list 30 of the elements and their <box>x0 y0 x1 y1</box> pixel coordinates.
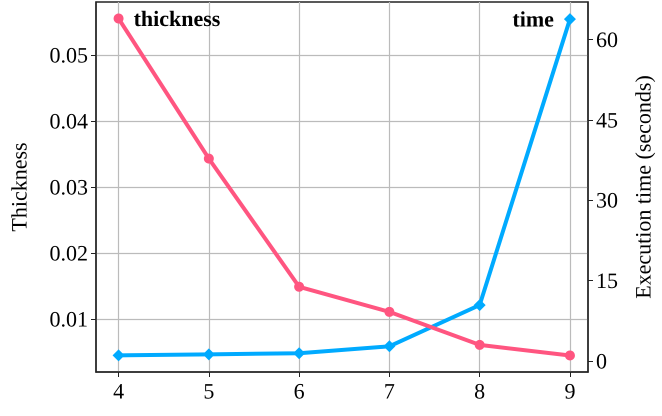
x-tick-label: 8 <box>474 378 486 404</box>
y-tick-label: 0.04 <box>50 108 88 134</box>
y-tick-label: 0.05 <box>50 42 88 68</box>
point <box>384 306 394 317</box>
x-tick-label: 6 <box>294 378 305 404</box>
point <box>294 282 304 292</box>
point <box>474 299 486 312</box>
y2-tick-label: 60 <box>596 26 618 52</box>
y2-tick-label: 15 <box>596 268 618 293</box>
x-tick-label: 7 <box>384 378 395 404</box>
y-axis-title: Thickness <box>6 142 32 232</box>
point <box>114 14 124 24</box>
y2-tick-label: 0 <box>596 348 607 374</box>
y-tick-label: 0.01 <box>50 306 88 332</box>
y-tick-label: 0.02 <box>50 240 88 266</box>
series-label: thickness <box>134 6 221 32</box>
y2-tick-label: 30 <box>596 188 618 213</box>
y-tick-label: 0.03 <box>50 174 88 200</box>
point <box>204 154 214 164</box>
point <box>383 340 396 352</box>
series-label: time <box>512 6 554 32</box>
y2-axis-title: Execution time (seconds) <box>630 75 656 299</box>
x-tick-label: 5 <box>203 378 214 404</box>
x-tick-label: 4 <box>113 378 124 404</box>
y2-tick-label: 45 <box>596 107 618 132</box>
point <box>564 350 575 360</box>
point <box>474 340 485 350</box>
x-tick-label: 9 <box>564 378 576 404</box>
point <box>293 347 306 360</box>
point <box>564 13 576 26</box>
